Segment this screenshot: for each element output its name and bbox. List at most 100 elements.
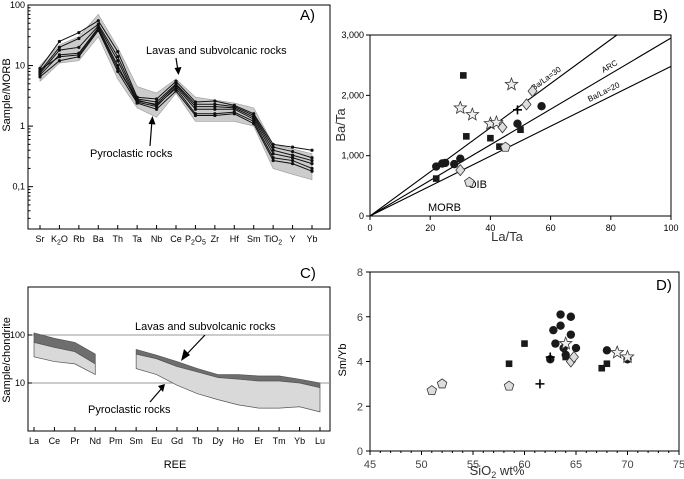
x-tick-label: Ta (132, 234, 142, 244)
series-point (290, 156, 295, 160)
series-point (310, 169, 314, 173)
series-point (116, 55, 120, 59)
x-tick-label: 60 (546, 223, 556, 233)
x-tick-label: Sm (129, 436, 143, 446)
y-tick-label: 10 (15, 378, 25, 388)
panel-a-spider-diagram: A) Sample/MORB Lavas and subvolcanic roc… (1, 0, 331, 247)
circle-point (556, 321, 565, 330)
series-point (213, 102, 217, 106)
star-point (489, 114, 504, 129)
pyroclastic-band (33, 341, 96, 376)
x-tick-label: Dy (212, 436, 223, 446)
x-tick-label: Nb (151, 234, 163, 244)
x-tick-label-sub: 5 (202, 240, 206, 247)
x-tick-label: 60 (518, 459, 530, 471)
y-tick-label: 100 (10, 330, 25, 340)
star-point (453, 100, 468, 115)
y-tick-label: 0 (359, 211, 364, 221)
panel-c-label: C) (300, 265, 316, 282)
series-point (290, 145, 295, 149)
pentagon-point (426, 385, 438, 396)
panel-b-scatter-ba-ta-vs-la-ta: B) La/Ta Ba/Ta OIB MORB Ba/La=30 ARCBa/La… (333, 7, 679, 244)
x-tick-label: 20 (425, 223, 435, 233)
x-tick-label: Th (112, 234, 123, 244)
circle-point (549, 325, 558, 335)
panel-c-ree-diagram: C) REE Sample/chondrite Lavas and subvol… (1, 265, 331, 471)
square-point (521, 340, 528, 347)
x-tick-label: Y (290, 234, 296, 244)
x-tick-label: Pr (70, 436, 79, 446)
series-point (193, 105, 198, 109)
x-tick-label: Pm (109, 436, 123, 446)
x-tick-label: 65 (570, 459, 582, 471)
x-tick-label: 0 (367, 223, 372, 233)
x-tick-label-part: Yb (306, 234, 317, 244)
x-tick-label: Ba (93, 234, 104, 244)
reference-line-label: ARC (600, 58, 619, 74)
x-tick-label-part: Hf (230, 234, 239, 244)
series-point (232, 112, 236, 116)
y-tick-label: 1 (20, 121, 25, 131)
series-point (154, 103, 159, 107)
series-point (290, 162, 295, 166)
series-point (135, 101, 139, 105)
square-point (487, 134, 494, 142)
envelope-area (39, 13, 313, 181)
series-point (57, 45, 62, 49)
x-tick-label-part: O (61, 234, 68, 244)
diamond-point (455, 164, 466, 177)
x-tick-label-part: O (195, 234, 202, 244)
x-tick-label: TiO2 (264, 234, 282, 247)
x-tick-label: Gd (171, 436, 183, 446)
series-point (271, 152, 275, 156)
series-point (290, 158, 295, 163)
series-point (290, 153, 295, 157)
plus-point (535, 379, 545, 389)
y-tick-label: 2,000 (341, 90, 364, 100)
x-tick-label: 80 (606, 223, 616, 233)
panel-d-marks: 45 50 55 60 65 70 75 0 2 4 6 8 (357, 267, 684, 471)
y-tick-label: 3,000 (341, 30, 364, 40)
circle-point (450, 159, 459, 169)
x-tick-label-part: Ba (93, 234, 104, 244)
diamond-point (568, 350, 579, 364)
pentagon-point (503, 380, 515, 391)
x-tick-label-sub: 2 (57, 240, 61, 247)
series-point (135, 98, 139, 102)
series-point (232, 107, 236, 111)
panel-c-marks: 10 100 La Ce Pr Nd Pm Sm Eu Gd Tb Dy Ho Er Tm Yb Lu (10, 330, 330, 446)
series-point (96, 28, 100, 33)
series-point (77, 36, 81, 41)
circle-point (456, 154, 465, 163)
series-point (271, 148, 275, 152)
panel-a-label: A) (300, 7, 315, 24)
diamond-point (527, 84, 538, 98)
diamond-point (521, 98, 532, 111)
series-point (290, 149, 295, 154)
panel-c-annotation-pyroclastic: Pyroclastic rocks (88, 404, 171, 416)
y-tick-label: 0 (357, 446, 363, 458)
x-tick-label: Hf (230, 234, 239, 244)
panel-c-frame (27, 286, 331, 432)
series-point (193, 113, 198, 118)
circle-point (556, 310, 565, 319)
x-tick-label: Ce (170, 234, 182, 244)
plus-point (512, 105, 522, 115)
x-tick-label: Eu (151, 436, 162, 446)
panel-c-y-axis-label: Sample/chondrite (1, 317, 13, 403)
square-point (603, 360, 611, 368)
series-point (154, 97, 159, 101)
x-tick-label: Rb (73, 234, 85, 244)
panel-a-frame (27, 4, 331, 230)
x-tick-label-part: Sm (247, 234, 261, 244)
x-tick-label: La (29, 436, 39, 446)
series-point (310, 156, 314, 160)
series-point (38, 75, 42, 79)
star-point (504, 76, 519, 91)
panel-d-scatter-sm-yb-vs-sio2: D) Sm/Yb SiO2 wt% 45 50 55 60 65 70 75 0 2 4 6 8 (337, 267, 684, 479)
series-point (310, 148, 314, 152)
series-point (38, 68, 42, 72)
